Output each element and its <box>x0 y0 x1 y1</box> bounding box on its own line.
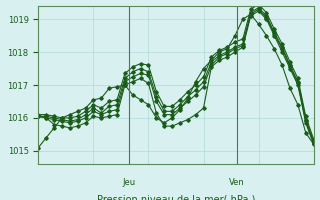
Text: Jeu: Jeu <box>123 178 136 187</box>
Text: Pression niveau de la mer( hPa ): Pression niveau de la mer( hPa ) <box>97 195 255 200</box>
Text: Ven: Ven <box>229 178 244 187</box>
